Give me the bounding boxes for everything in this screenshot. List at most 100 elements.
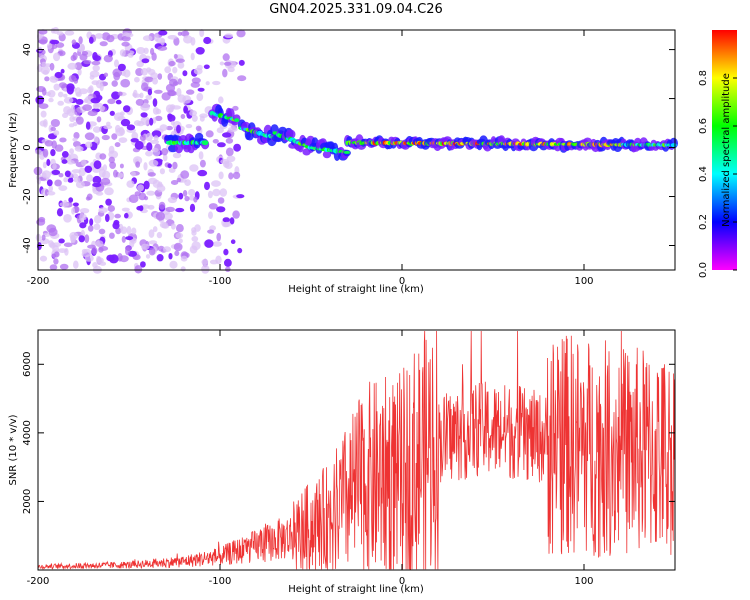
spectrogram-noise-cell <box>51 169 61 175</box>
spectrogram-noise-cell <box>157 73 163 80</box>
spectrogram-noise-cell <box>103 124 113 130</box>
spectrogram-noise-cell <box>46 179 53 187</box>
spectrogram-noise-cell <box>115 99 122 105</box>
spectrogram-noise-cell <box>237 75 247 82</box>
spectrogram-noise-cell <box>157 45 168 51</box>
spectrogram-noise-cell <box>209 259 219 265</box>
spectrogram-noise-cell <box>79 222 87 229</box>
spectrogram-noise-cell <box>123 105 131 113</box>
spectrogram-noise-cell <box>151 130 162 138</box>
spectrogram-noise-cell <box>228 126 238 133</box>
spectrogram-noise-cell <box>77 68 82 76</box>
spectrogram-noise-cell <box>121 235 126 243</box>
spectrogram-noise-cell <box>193 67 203 75</box>
spectrogram-noise-cell <box>98 228 106 235</box>
spectrogram-noise-cell <box>141 82 149 92</box>
spectrogram-noise-cell <box>144 76 154 83</box>
spectrogram-noise-cell <box>125 245 132 251</box>
spectrogram-noise-cell <box>67 62 77 70</box>
spectrogram-noise-cell <box>194 224 201 232</box>
spectrogram-noise-cell <box>64 170 71 178</box>
spectrogram-x-tick-label: 0 <box>399 276 405 287</box>
spectrogram-noise-cell <box>35 95 45 105</box>
spectrogram-noise-cell <box>117 63 126 72</box>
spectrogram-noise-cell <box>64 30 75 36</box>
spectrogram-noise-cell <box>152 117 157 124</box>
spectrogram-y-tick-label: -40 <box>22 237 33 253</box>
spectrogram-noise-cell <box>201 264 210 274</box>
spectrogram-noise-cell <box>83 59 92 65</box>
spectrogram-noise-cell <box>107 205 116 212</box>
spectrogram-noise-cell <box>156 254 164 262</box>
spectrogram-noise-cell <box>134 265 143 274</box>
spectrogram-noise-cell <box>74 206 79 213</box>
spectrogram-noise-cell <box>142 35 153 42</box>
spectrogram-noise-cell <box>71 39 77 45</box>
spectrogram-noise-cell <box>66 160 75 165</box>
spectrogram-noise-cell <box>177 94 186 103</box>
spectrogram-noise-cell <box>117 172 124 179</box>
spectrogram-noise-cell <box>130 171 136 177</box>
snr-x-tick-label: 100 <box>574 576 593 587</box>
spectrogram-noise-cell <box>99 41 108 47</box>
spectrogram-noise-cell <box>167 35 178 40</box>
spectrogram-noise-cell <box>172 161 178 170</box>
snr-y-axis-label: SNR (10 * v/v) <box>8 414 19 485</box>
spectrogram-noise-cell <box>167 196 177 204</box>
colorbar-tick-label: 0.8 <box>698 70 709 86</box>
spectrogram-noise-cell <box>191 114 198 122</box>
spectrogram-noise-cell <box>147 204 155 210</box>
spectrogram-cells <box>33 27 678 274</box>
spectrogram-noise-cell <box>148 247 156 256</box>
spectrogram-noise-cell <box>176 87 182 97</box>
spectrogram-noise-cell <box>174 250 180 257</box>
spectrogram-noise-cell <box>88 85 94 93</box>
spectrogram-noise-cell <box>95 191 104 196</box>
spectrogram-x-tick-label: 100 <box>574 276 593 287</box>
spectrogram-noise-cell <box>236 29 246 38</box>
spectrogram-noise-cell <box>152 77 159 85</box>
spectrogram-noise-cell <box>198 151 204 160</box>
spectrogram-noise-cell <box>46 158 51 167</box>
spectrogram-noise-cell <box>173 53 178 59</box>
spectrogram-noise-cell <box>199 115 205 122</box>
colorbar-ticks: 0.0 0.2 0.4 0.6 0.8 <box>698 70 737 278</box>
spectrogram-noise-cell <box>92 64 100 72</box>
spectrogram-noise-cell <box>36 178 42 185</box>
spectrogram-signal-halo <box>322 150 332 159</box>
spectrogram-noise-cell <box>145 132 153 142</box>
spectrogram-noise-cell <box>56 208 64 217</box>
spectrogram-noise-cell <box>224 161 233 169</box>
spectrogram-noise-cell <box>93 160 102 170</box>
spectrogram-noise-cell <box>177 78 182 85</box>
spectrogram-noise-cell <box>197 87 205 92</box>
spectrogram-noise-cell <box>153 135 159 142</box>
spectrogram-noise-cell <box>84 165 93 173</box>
spectrogram-noise-cell <box>158 30 168 36</box>
spectrogram-noise-cell <box>237 247 243 254</box>
spectrogram-noise-cell <box>54 71 63 79</box>
spectrogram-noise-cell <box>225 137 234 144</box>
spectrogram-noise-cell <box>104 187 114 196</box>
spectrogram-noise-cell <box>180 255 188 262</box>
spectrogram-noise-cell <box>121 41 130 47</box>
spectrogram-noise-cell <box>63 97 74 104</box>
spectrogram-noise-cell <box>222 132 232 138</box>
spectrogram-noise-cell <box>99 153 107 160</box>
spectrogram-noise-cell <box>96 116 102 123</box>
spectrogram-noise-cell <box>87 110 98 117</box>
spectrogram-noise-cell <box>162 153 168 162</box>
snr-x-axis-label: Height of straight line (km) <box>288 584 424 595</box>
spectrogram-noise-cell <box>72 121 78 127</box>
spectrogram-noise-cell <box>75 145 82 150</box>
spectrogram-noise-cell <box>175 58 185 63</box>
spectrogram-noise-cell <box>58 185 68 192</box>
spectrogram-noise-cell <box>170 223 176 230</box>
spectrogram-noise-cell <box>182 190 188 197</box>
spectrogram-noise-cell <box>140 112 148 118</box>
spectrogram-noise-cell <box>48 185 53 192</box>
spectrogram-noise-cell <box>41 170 52 179</box>
spectrogram-noise-cell <box>197 169 208 177</box>
spectrogram-noise-cell <box>71 207 76 215</box>
spectrogram-noise-cell <box>120 226 128 234</box>
